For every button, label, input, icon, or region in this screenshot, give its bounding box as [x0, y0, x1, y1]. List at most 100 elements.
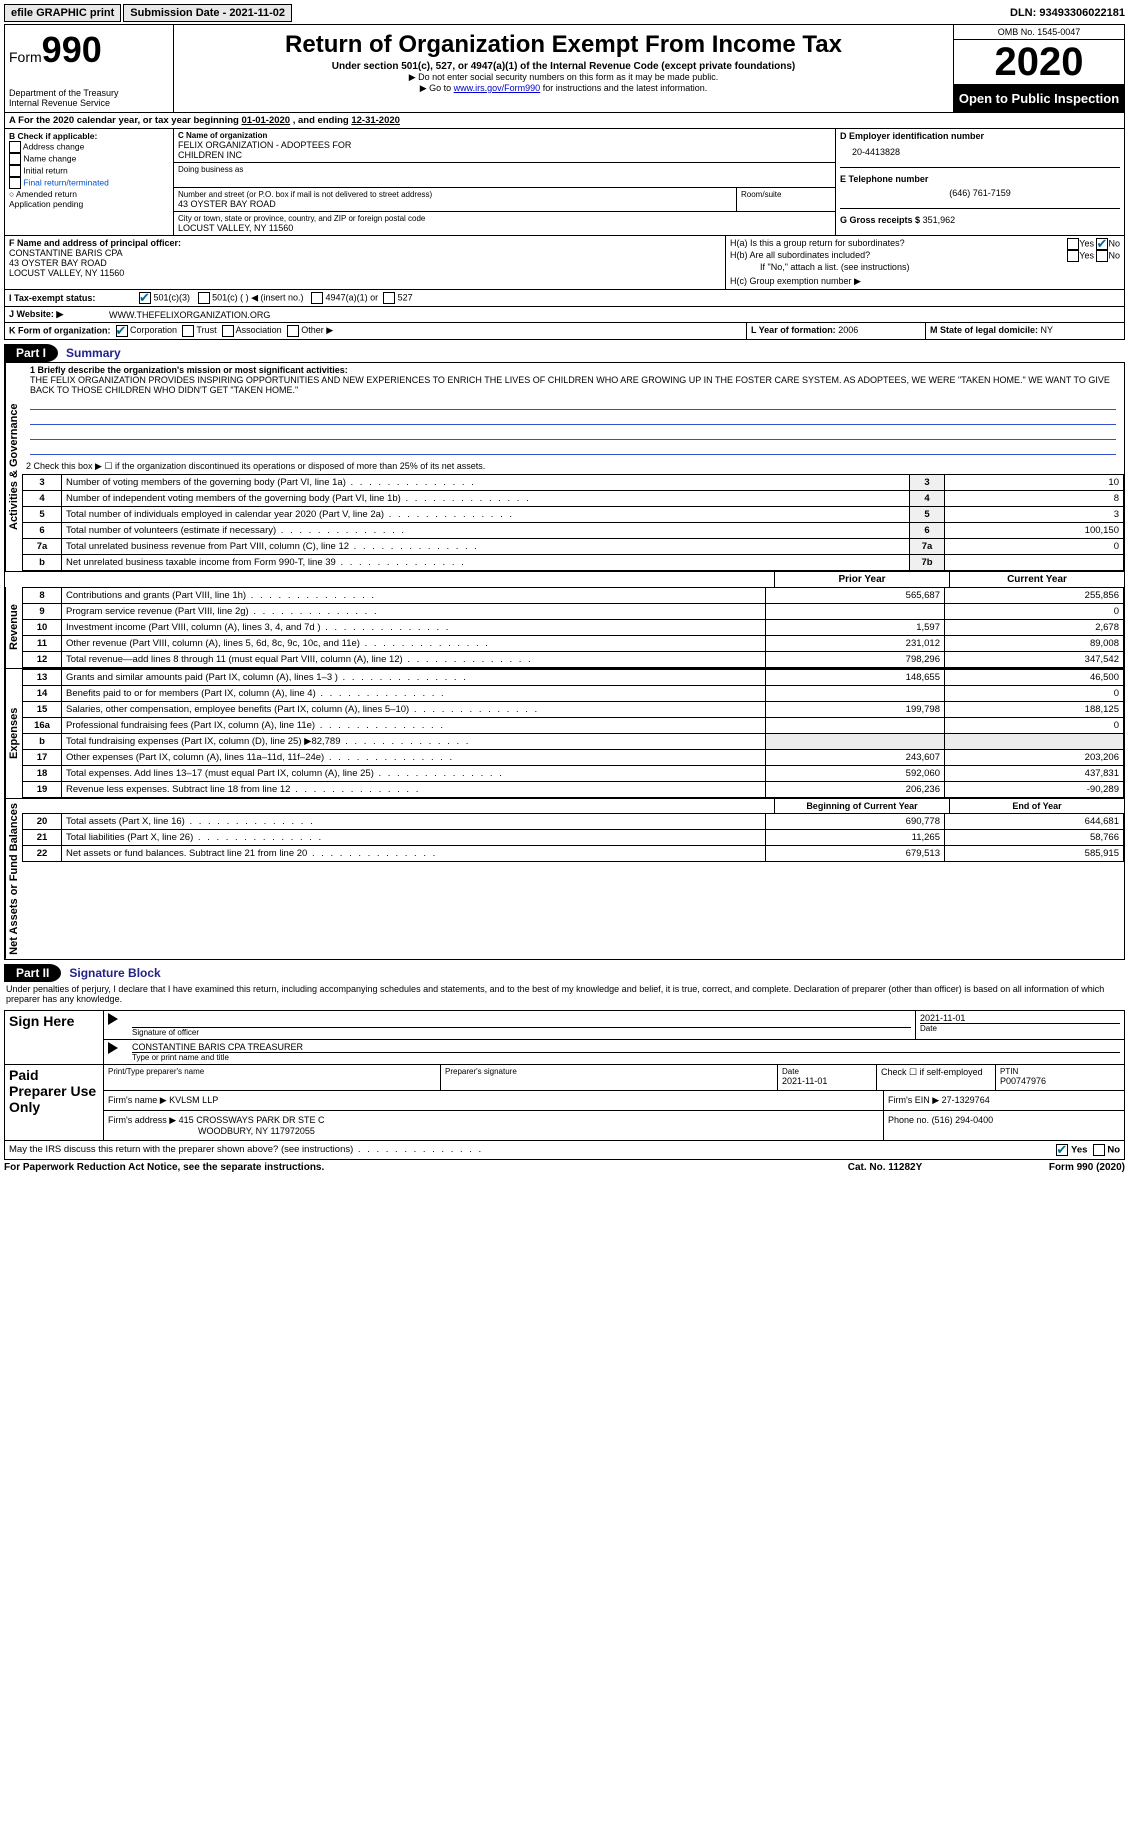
part1-body: Activities & Governance 1 Briefly descri… — [4, 362, 1125, 960]
row-text: Total number of individuals employed in … — [62, 507, 910, 523]
ko3: Association — [236, 325, 282, 335]
org-name-1: FELIX ORGANIZATION - ADOPTEES FOR — [178, 140, 831, 150]
dba-label: Doing business as — [178, 165, 831, 174]
current-val: 2,678 — [945, 620, 1124, 636]
table-row: 17 Other expenses (Part IX, column (A), … — [23, 750, 1124, 766]
row-text: Number of voting members of the governin… — [62, 475, 910, 491]
irs-form990-link[interactable]: www.irs.gov/Form990 — [454, 83, 541, 93]
begin-val: 679,513 — [766, 846, 945, 862]
b-app: Application pending — [9, 199, 83, 209]
open-to-public: Open to Public Inspection — [954, 85, 1124, 112]
revenue-table: 8 Contributions and grants (Part VIII, l… — [22, 587, 1124, 668]
prior-val: 1,597 — [766, 620, 945, 636]
table-row: 5 Total number of individuals employed i… — [23, 507, 1124, 523]
self-employed-check[interactable]: Check ☐ if self-employed — [877, 1065, 996, 1090]
k-assoc[interactable]: Association — [222, 325, 282, 335]
discuss-row: May the IRS discuss this return with the… — [4, 1141, 1125, 1160]
end-val: 585,915 — [945, 846, 1124, 862]
section-bcd: B Check if applicable: Address change Na… — [5, 129, 1124, 235]
ha-no[interactable]: No — [1096, 238, 1120, 250]
row-text: Salaries, other compensation, employee b… — [62, 702, 766, 718]
table-row: 13 Grants and similar amounts paid (Part… — [23, 670, 1124, 686]
chk-amended[interactable]: ○ Amended return — [9, 189, 169, 199]
part1-header: Part I Summary — [4, 344, 1125, 362]
footer-right: Form 990 (2020) — [965, 1162, 1125, 1173]
row-num: 9 — [23, 604, 62, 620]
row-num: 17 — [23, 750, 62, 766]
row-num: 18 — [23, 766, 62, 782]
discuss-yes[interactable]: Yes — [1056, 1144, 1087, 1156]
row-text: Total assets (Part X, line 16) — [62, 814, 766, 830]
prior-val: 592,060 — [766, 766, 945, 782]
mission-line — [30, 397, 1116, 410]
k-trust[interactable]: Trust — [182, 325, 217, 335]
form-number: Form990 — [9, 29, 169, 71]
l-block: L Year of formation: 2006 — [747, 323, 926, 339]
prior-val — [766, 734, 945, 750]
row-text: Grants and similar amounts paid (Part IX… — [62, 670, 766, 686]
table-row: 6 Total number of volunteers (estimate i… — [23, 523, 1124, 539]
efile-print-button[interactable]: efile GRAPHIC print — [4, 4, 121, 22]
g-label: G Gross receipts $ — [840, 215, 920, 225]
ha-yes[interactable]: Yes — [1067, 238, 1094, 250]
hb-yes[interactable]: Yes — [1067, 250, 1094, 262]
paid-preparer-label: Paid Preparer Use Only — [5, 1064, 104, 1140]
hb-no[interactable]: No — [1096, 250, 1120, 262]
discuss-no[interactable]: No — [1093, 1144, 1120, 1156]
expenses-section: Expenses 13 Grants and similar amounts p… — [5, 668, 1124, 798]
row-text: Total unrelated business revenue from Pa… — [62, 539, 910, 555]
firm-name-val: KVLSM LLP — [169, 1095, 218, 1105]
io4: 527 — [398, 292, 413, 302]
k-other[interactable]: Other ▶ — [287, 325, 333, 335]
gross-receipts: 351,962 — [923, 215, 956, 225]
b-addr: Address change — [23, 141, 84, 151]
table-row: 4 Number of independent voting members o… — [23, 491, 1124, 507]
ein-val: 20-4413828 — [840, 141, 1120, 167]
k-corp[interactable]: Corporation — [116, 325, 178, 335]
row-num: 20 — [23, 814, 62, 830]
part2-label: Part II — [4, 964, 61, 982]
chk-initial[interactable]: Initial return — [9, 165, 169, 177]
chk-name[interactable]: Name change — [9, 153, 169, 165]
c-name-block: C Name of organization FELIX ORGANIZATIO… — [174, 129, 835, 163]
officer-street: 43 OYSTER BAY ROAD — [9, 258, 721, 268]
current-val — [945, 734, 1124, 750]
sig-date-label: Date — [920, 1024, 1120, 1033]
ha-label: H(a) Is this a group return for subordin… — [730, 238, 1067, 250]
chk-address[interactable]: Address change — [9, 141, 169, 153]
officer-name: CONSTANTINE BARIS CPA — [9, 248, 721, 258]
submission-date-button[interactable]: Submission Date - 2021-11-02 — [123, 4, 292, 22]
a-mid: , and ending — [293, 115, 352, 126]
i-4947[interactable]: 4947(a)(1) or — [311, 292, 378, 304]
current-val: 0 — [945, 604, 1124, 620]
i-501c[interactable]: 501(c) ( ) ◀ (insert no.) — [198, 292, 304, 304]
table-row: 18 Total expenses. Add lines 13–17 (must… — [23, 766, 1124, 782]
type-name-label: Type or print name and title — [132, 1053, 1120, 1062]
begin-val: 690,778 — [766, 814, 945, 830]
chk-application[interactable]: Application pending — [9, 199, 169, 209]
ko2: Trust — [196, 325, 216, 335]
prep-date-val: 2021-11-01 — [782, 1076, 872, 1086]
note2-pre: ▶ Go to — [420, 83, 454, 93]
dba-block: Doing business as — [174, 163, 835, 188]
firm-ein-label: Firm's EIN ▶ — [888, 1095, 939, 1105]
sig-officer-label: Signature of officer — [132, 1028, 911, 1037]
note-ssn: ▶ Do not enter social security numbers o… — [178, 72, 949, 83]
row-text: Number of independent voting members of … — [62, 491, 910, 507]
g-row: G Gross receipts $ 351,962 — [840, 209, 1120, 225]
mission-line — [30, 442, 1116, 455]
row-num: 12 — [23, 652, 62, 668]
row-num: 21 — [23, 830, 62, 846]
chk-final[interactable]: Final return/terminated — [9, 177, 169, 189]
col-b-checkboxes: B Check if applicable: Address change Na… — [5, 129, 174, 235]
table-row: 10 Investment income (Part VIII, column … — [23, 620, 1124, 636]
table-row: 12 Total revenue—add lines 8 through 11 … — [23, 652, 1124, 668]
discuss-text: May the IRS discuss this return with the… — [9, 1144, 1056, 1155]
i-527[interactable]: 527 — [383, 292, 413, 304]
tax-year: 2020 — [954, 40, 1124, 85]
i-501c3[interactable]: 501(c)(3) — [139, 292, 190, 304]
dy: Yes — [1071, 1144, 1087, 1155]
firm-addr1: 415 CROSSWAYS PARK DR STE C — [179, 1115, 325, 1125]
firm-ein-val: 27-1329764 — [942, 1095, 990, 1105]
row-val: 8 — [945, 491, 1124, 507]
